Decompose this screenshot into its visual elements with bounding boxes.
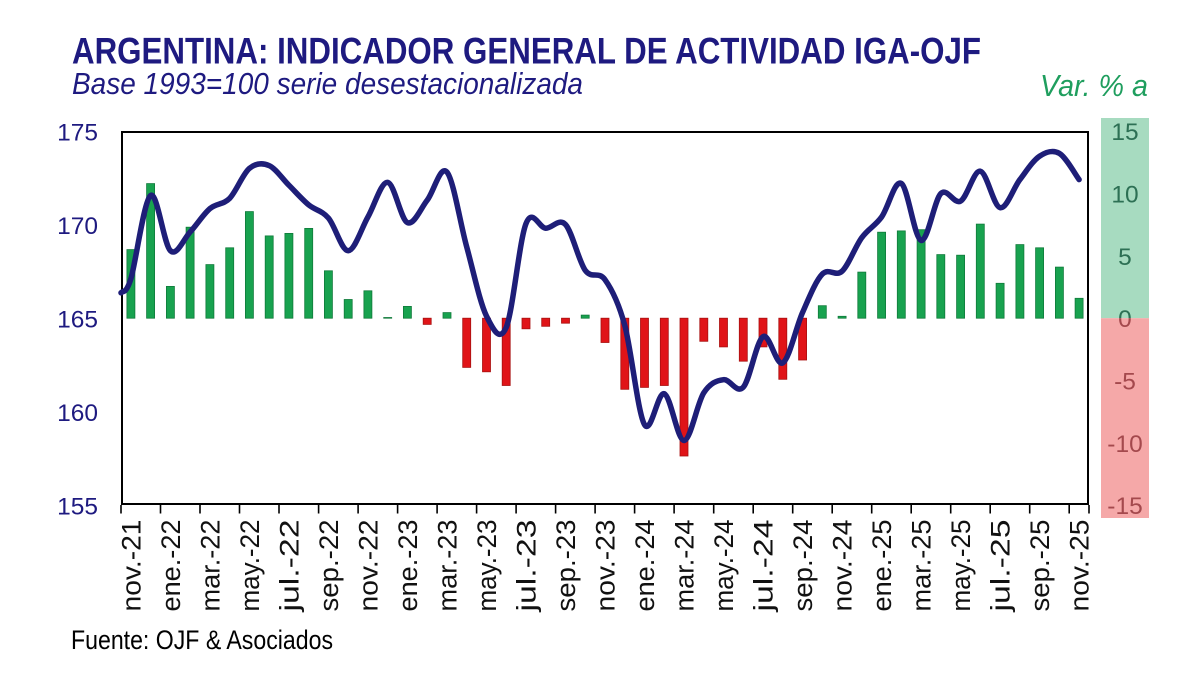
svg-text:15: 15 [1111, 119, 1138, 146]
svg-text:155: 155 [57, 493, 98, 520]
svg-text:-5: -5 [1114, 368, 1136, 395]
svg-text:ene.-22: ene.-22 [156, 520, 186, 612]
svg-text:may.-22: may.-22 [235, 520, 265, 612]
svg-text:sep.-22: sep.-22 [314, 520, 344, 612]
svg-text:ene.-24: ene.-24 [630, 520, 660, 612]
svg-text:may.-23: may.-23 [472, 520, 502, 612]
svg-text:nov.-21: nov.-21 [116, 520, 146, 612]
svg-text:mar.-22: mar.-22 [195, 520, 225, 612]
svg-text:mar.-25: mar.-25 [907, 520, 937, 612]
svg-text:ARGENTINA: INDICADOR GENERAL D: ARGENTINA: INDICADOR GENERAL DE ACTIVIDA… [72, 31, 981, 72]
svg-text:5: 5 [1118, 244, 1132, 271]
svg-text:sep.-23: sep.-23 [551, 520, 581, 612]
svg-text:ene.-25: ene.-25 [867, 520, 897, 612]
svg-text:Fuente: OJF & Asociados: Fuente: OJF & Asociados [71, 625, 333, 655]
svg-text:0: 0 [1118, 306, 1132, 333]
svg-text:sep.-24: sep.-24 [788, 520, 818, 612]
svg-text:160: 160 [57, 400, 98, 427]
svg-text:may.-25: may.-25 [946, 520, 976, 612]
svg-text:175: 175 [57, 119, 98, 146]
svg-text:ene.-23: ene.-23 [393, 520, 423, 612]
svg-text:10: 10 [1111, 181, 1138, 208]
svg-text:-10: -10 [1107, 431, 1142, 458]
svg-text:nov.-22: nov.-22 [353, 520, 383, 612]
svg-text:jul.-24: jul.-24 [749, 520, 779, 613]
svg-text:nov.-23: nov.-23 [591, 520, 621, 612]
svg-text:sep.-25: sep.-25 [1025, 520, 1055, 612]
svg-text:mar.-24: mar.-24 [670, 520, 700, 612]
svg-text:165: 165 [57, 306, 98, 333]
svg-text:jul.-23: jul.-23 [512, 520, 542, 613]
svg-text:170: 170 [57, 213, 98, 240]
svg-text:0: 0 [1118, 306, 1132, 333]
svg-text:Base 1993=100 serie desestacio: Base 1993=100 serie desestacionalizada [72, 67, 583, 101]
svg-text:nov.-24: nov.-24 [828, 520, 858, 612]
svg-text:mar.-23: mar.-23 [433, 520, 463, 612]
svg-text:jul.-22: jul.-22 [274, 520, 304, 613]
svg-text:-15: -15 [1107, 493, 1142, 520]
svg-text:nov.-25: nov.-25 [1065, 520, 1095, 612]
svg-text:Var. % a: Var. % a [1040, 69, 1148, 103]
svg-text:jul.-25: jul.-25 [986, 520, 1016, 613]
svg-text:may.-24: may.-24 [709, 520, 739, 612]
